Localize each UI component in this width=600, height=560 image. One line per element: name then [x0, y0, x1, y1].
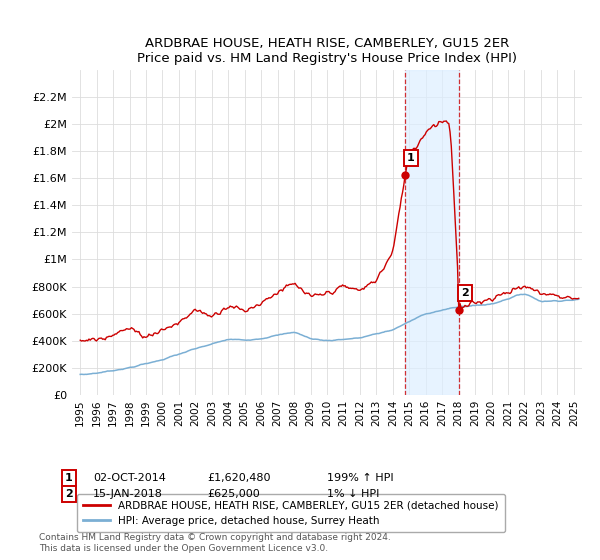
Text: 199% ↑ HPI: 199% ↑ HPI	[327, 473, 394, 483]
Title: ARDBRAE HOUSE, HEATH RISE, CAMBERLEY, GU15 2ER
Price paid vs. HM Land Registry's: ARDBRAE HOUSE, HEATH RISE, CAMBERLEY, GU…	[137, 36, 517, 64]
Text: 1% ↓ HPI: 1% ↓ HPI	[327, 489, 379, 499]
Text: 02-OCT-2014: 02-OCT-2014	[93, 473, 166, 483]
Text: £1,620,480: £1,620,480	[207, 473, 271, 483]
Legend: ARDBRAE HOUSE, HEATH RISE, CAMBERLEY, GU15 2ER (detached house), HPI: Average pr: ARDBRAE HOUSE, HEATH RISE, CAMBERLEY, GU…	[77, 494, 505, 532]
Text: 2: 2	[461, 288, 469, 297]
Text: 1: 1	[407, 153, 415, 163]
Bar	[405, 70, 459, 395]
Text: 1: 1	[65, 473, 73, 483]
Text: 15-JAN-2018: 15-JAN-2018	[93, 489, 163, 499]
Text: £625,000: £625,000	[207, 489, 260, 499]
Text: Contains HM Land Registry data © Crown copyright and database right 2024.
This d: Contains HM Land Registry data © Crown c…	[39, 533, 391, 553]
Text: 2: 2	[65, 489, 73, 499]
